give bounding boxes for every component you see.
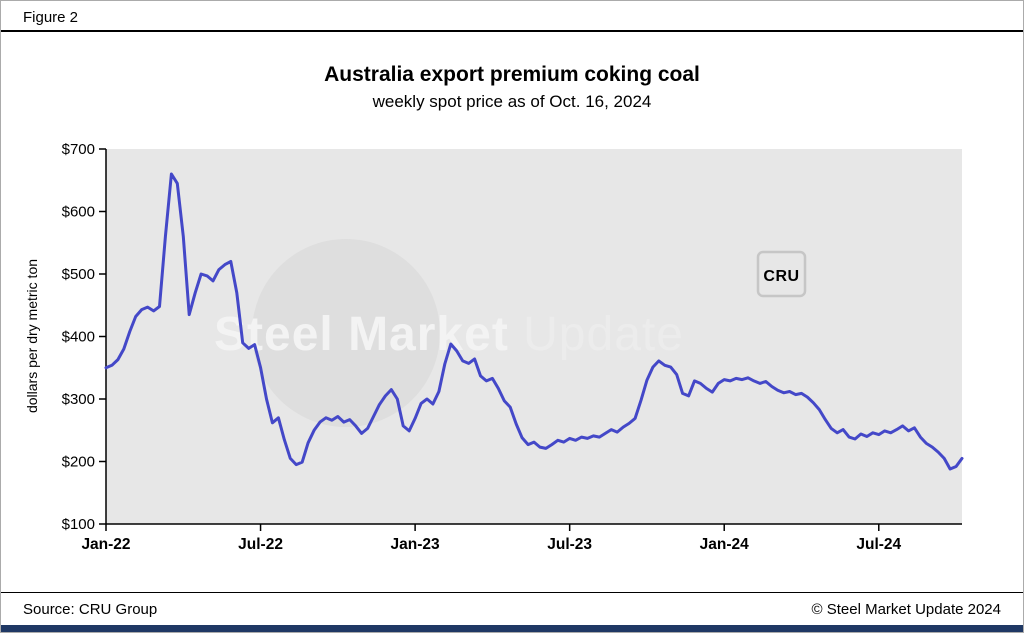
y-tick-label: $200 xyxy=(62,454,95,471)
x-tick-label: Jul-22 xyxy=(238,536,283,553)
y-axis-title: dollars per dry metric ton xyxy=(24,258,40,414)
x-tick-label: Jul-24 xyxy=(856,536,901,553)
y-tick-label: $600 xyxy=(62,204,95,221)
x-tick-label: Jan-24 xyxy=(700,536,749,553)
source-attribution: Source: CRU Group xyxy=(23,601,158,618)
watermark-wordmark: Steel Market Update xyxy=(214,308,684,361)
cru-logo-box xyxy=(756,250,807,298)
cru-logo-text: CRU xyxy=(763,268,799,285)
x-tick-label: Jan-22 xyxy=(81,536,130,553)
x-tick-label: Jul-23 xyxy=(547,536,592,553)
y-tick-label: $100 xyxy=(62,516,95,533)
y-tick-label: $500 xyxy=(62,266,95,283)
plot-area-background xyxy=(106,149,962,524)
chart-title: Australia export premium coking coal xyxy=(324,63,700,86)
y-tick-label: $700 xyxy=(62,141,95,158)
bottom-divider xyxy=(1,592,1023,593)
y-tick-label: $400 xyxy=(62,329,95,346)
figure-label: Figure 2 xyxy=(23,9,79,26)
top-divider xyxy=(1,30,1023,32)
footer-accent-bar xyxy=(1,625,1023,632)
chart-subtitle: weekly spot price as of Oct. 16, 2024 xyxy=(372,92,652,111)
watermark-sphere xyxy=(252,239,440,427)
copyright-notice: © Steel Market Update 2024 xyxy=(811,601,1002,618)
x-tick-label: Jan-23 xyxy=(391,536,440,553)
price-series-line xyxy=(104,172,964,471)
y-tick-label: $300 xyxy=(62,391,95,408)
